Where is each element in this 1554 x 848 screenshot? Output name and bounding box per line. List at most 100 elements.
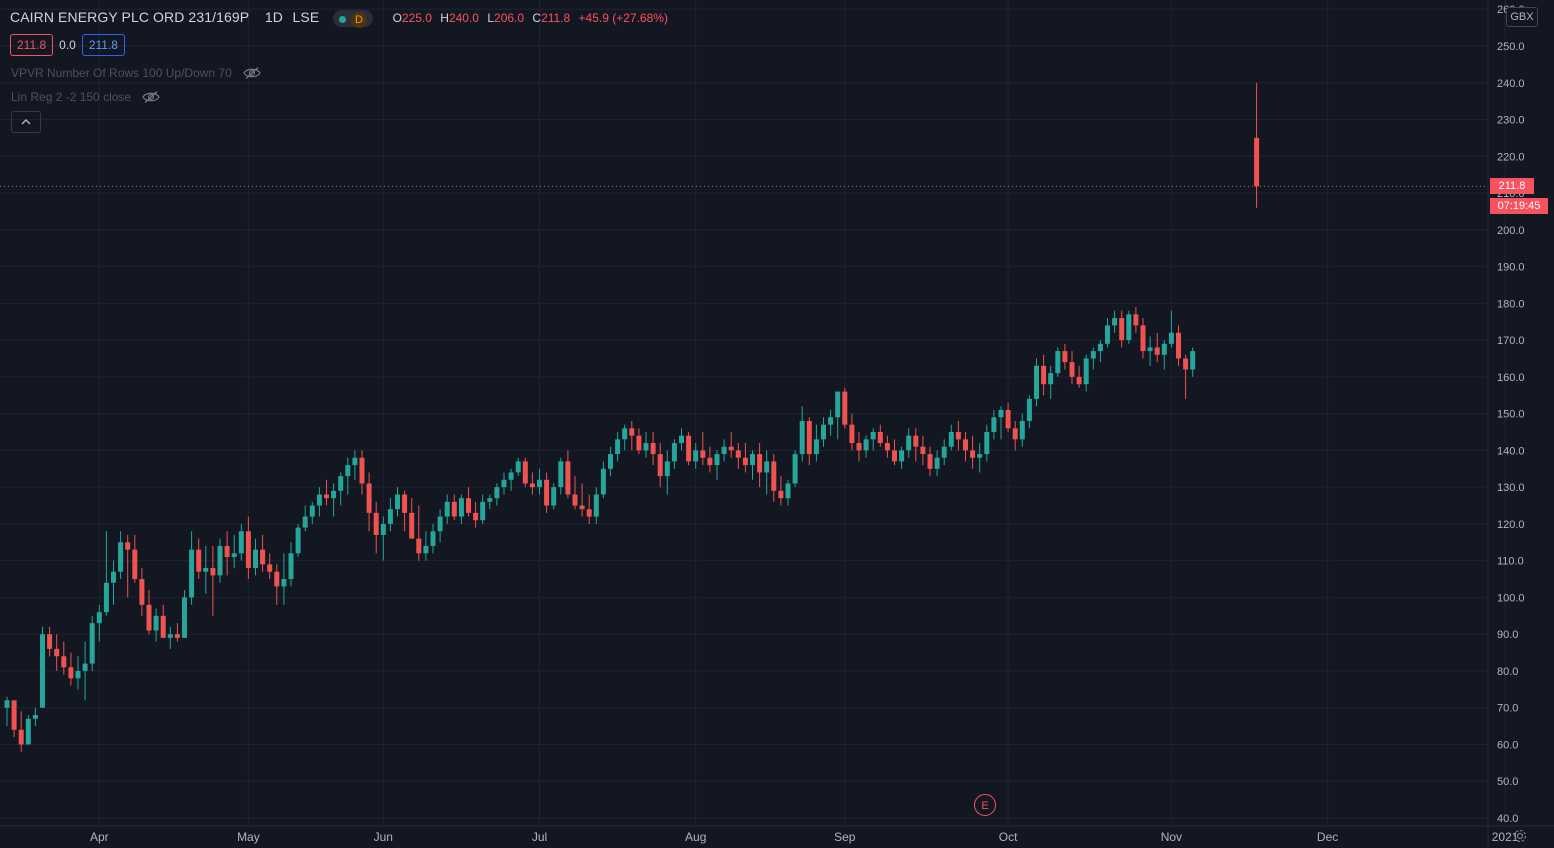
collapse-legend-button[interactable] bbox=[11, 111, 41, 133]
candle-body bbox=[1105, 325, 1110, 344]
currency-badge[interactable]: GBX bbox=[1506, 7, 1538, 27]
x-tick-label: Oct bbox=[999, 830, 1018, 844]
price-pill[interactable]: 211.8 bbox=[10, 34, 54, 56]
candle bbox=[380, 516, 386, 561]
candle-body bbox=[657, 454, 663, 477]
candle bbox=[806, 417, 812, 466]
candle bbox=[260, 534, 266, 572]
candle-body bbox=[352, 457, 358, 466]
candle bbox=[111, 560, 116, 605]
candle bbox=[182, 590, 187, 638]
candle-body bbox=[217, 545, 223, 576]
candle bbox=[1005, 402, 1011, 432]
x-tick-label: Nov bbox=[1161, 830, 1182, 844]
earnings-event-marker[interactable]: E bbox=[974, 794, 996, 816]
candle-body bbox=[544, 479, 550, 506]
y-tick-label: 70.0 bbox=[1497, 703, 1518, 715]
candle-body bbox=[203, 568, 209, 572]
candle bbox=[664, 450, 670, 495]
candle bbox=[884, 435, 890, 458]
candle-body bbox=[1161, 343, 1167, 355]
candle bbox=[735, 443, 741, 469]
candle bbox=[721, 439, 727, 462]
symbol-title[interactable]: CAIRN ENERGY PLC ORD 231/169P bbox=[10, 9, 250, 25]
gear-icon[interactable] bbox=[1512, 828, 1528, 847]
candle-body bbox=[47, 634, 53, 649]
candle bbox=[856, 432, 862, 462]
candle-body bbox=[331, 490, 337, 499]
eye-hidden-icon[interactable] bbox=[243, 66, 261, 83]
candle-body bbox=[487, 498, 493, 502]
indicator-vpvr-label: VPVR Number Of Rows 100 Up/Down 70 bbox=[11, 66, 232, 80]
candle-body bbox=[146, 604, 152, 631]
indicator-linreg[interactable]: Lin Reg 2 -2 150 close bbox=[11, 90, 161, 107]
y-tick-label: 90.0 bbox=[1497, 629, 1518, 641]
candle bbox=[18, 711, 24, 752]
candle bbox=[913, 428, 919, 462]
candle-body bbox=[125, 542, 131, 550]
y-tick-label: 180.0 bbox=[1497, 298, 1525, 310]
candle-body bbox=[608, 454, 613, 469]
candle-body bbox=[281, 579, 287, 587]
candle bbox=[948, 424, 954, 451]
candle-body bbox=[103, 582, 109, 613]
last-pill[interactable]: 211.8 bbox=[81, 34, 125, 56]
candle-body bbox=[714, 454, 720, 466]
candle bbox=[11, 700, 17, 738]
candle bbox=[125, 534, 131, 598]
candle bbox=[295, 523, 301, 557]
candle bbox=[501, 472, 507, 495]
candle-body bbox=[1005, 409, 1011, 429]
candle-body bbox=[111, 571, 116, 583]
eye-hidden-icon[interactable] bbox=[142, 90, 161, 107]
candle-body bbox=[68, 667, 74, 679]
candle-body bbox=[373, 512, 379, 535]
candle bbox=[174, 623, 180, 642]
candle bbox=[359, 450, 365, 495]
candle-body bbox=[522, 461, 528, 484]
candle bbox=[409, 498, 415, 539]
candle bbox=[387, 498, 393, 532]
candle bbox=[778, 476, 784, 506]
candle-body bbox=[387, 509, 393, 524]
candle bbox=[1119, 310, 1125, 348]
candle bbox=[750, 450, 755, 480]
candle-body bbox=[501, 479, 507, 488]
y-tick-label: 60.0 bbox=[1497, 739, 1518, 751]
candle bbox=[430, 523, 436, 554]
candle bbox=[32, 707, 38, 727]
candle bbox=[245, 516, 251, 580]
candle-body bbox=[253, 549, 258, 569]
candle bbox=[671, 439, 677, 469]
close-label: C bbox=[532, 11, 542, 25]
candle bbox=[1140, 318, 1146, 359]
candle-body bbox=[118, 542, 124, 572]
candle bbox=[444, 494, 450, 524]
candle-body bbox=[707, 457, 713, 466]
indicator-vpvr[interactable]: VPVR Number Of Rows 100 Up/Down 70 bbox=[11, 66, 261, 83]
y-tick-label: 220.0 bbox=[1497, 151, 1525, 163]
candle-body bbox=[1176, 332, 1181, 359]
candle bbox=[529, 472, 535, 495]
candle-body bbox=[402, 494, 408, 513]
y-tick-label: 140.0 bbox=[1497, 445, 1525, 457]
candle-body bbox=[884, 443, 890, 451]
candle-body bbox=[742, 457, 748, 466]
candle bbox=[487, 494, 493, 510]
candle-body bbox=[4, 700, 10, 708]
x-tick-label: Sep bbox=[834, 830, 856, 844]
candle bbox=[4, 696, 10, 727]
open-label: O bbox=[392, 11, 402, 25]
y-tick-label: 150.0 bbox=[1497, 409, 1525, 421]
interval-label[interactable]: 1D bbox=[264, 9, 283, 25]
price-axis: 40.0 50.0 60.0 70.0 80.0 90.0 100.0 110.0 120.0 1… bbox=[1497, 4, 1525, 825]
candle-body bbox=[302, 516, 308, 528]
candle-body bbox=[984, 432, 990, 455]
candle bbox=[792, 450, 798, 488]
candle-body bbox=[863, 439, 869, 451]
candle-body bbox=[600, 468, 606, 495]
candle-body bbox=[1041, 365, 1047, 385]
candle-body bbox=[380, 523, 386, 535]
y-tick-label: 190.0 bbox=[1497, 262, 1525, 274]
